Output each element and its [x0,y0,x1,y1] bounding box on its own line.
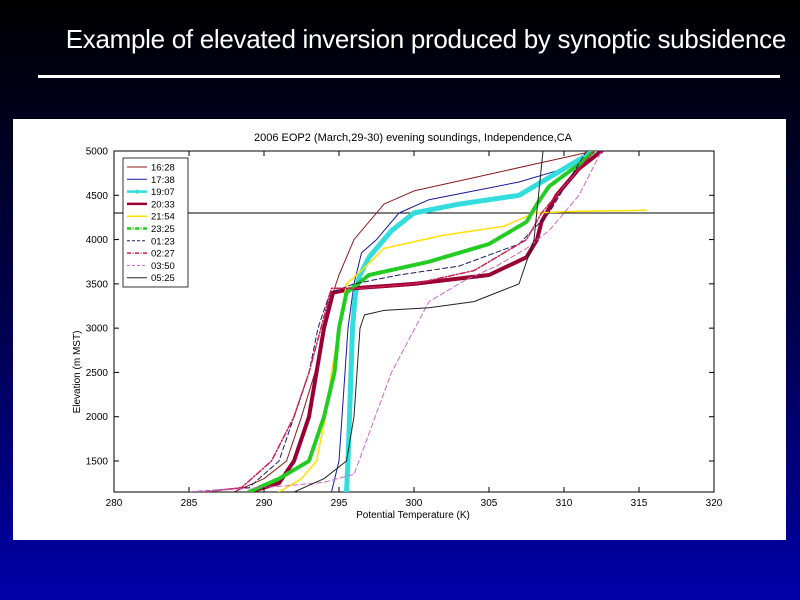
axis-ticks: 280 285 290 295 300 305 310 315 320 1500 2000 2500 3… [86,147,723,510]
slide-title: Example of elevated inversion produced b… [65,24,787,54]
legend-label: 19:07 [151,187,175,198]
legend-label: 05:25 [151,273,175,284]
legend-label: 17:38 [151,175,175,186]
figure-panel: 2006 EOP2 (March,29-30) evening sounding… [13,119,786,540]
series-line-0350 [188,151,602,492]
x-tick-label: 280 [106,498,123,509]
legend-marker [135,189,139,194]
x-tick-label: 295 [331,498,348,509]
y-axis-label: Elevation (m MST) [72,331,83,414]
x-tick-label: 310 [556,498,573,509]
y-tick-label: 2500 [86,368,109,379]
legend-label: 03:50 [151,261,175,272]
y-tick-label: 4000 [86,235,109,246]
x-axis-label: Potential Temperature (K) [356,510,470,521]
plot-area [113,150,715,493]
series-line-0227 [203,151,595,492]
series-line-1907 [344,151,597,492]
plot-frame [113,150,715,493]
x-tick-label: 290 [256,498,273,509]
legend-label: 23:25 [151,224,175,235]
sounding-chart: 2006 EOP2 (March,29-30) evening sounding… [72,132,723,521]
legend-label: 16:28 [151,163,175,174]
y-tick-label: 3500 [86,279,109,290]
x-tick-label: 315 [631,498,648,509]
x-tick-label: 320 [706,498,723,509]
series-line-2325 [247,151,596,492]
x-tick-label: 285 [181,498,198,509]
legend-label: 02:27 [151,249,175,260]
x-tick-label: 300 [406,498,423,509]
y-tick-label: 2000 [86,412,109,423]
y-tick-label: 5000 [86,147,109,158]
chart-title: 2006 EOP2 (March,29-30) evening sounding… [254,132,573,144]
series-line-1738 [331,151,595,492]
y-tick-label: 4500 [86,191,109,202]
series-layer [188,151,648,492]
title-divider [38,75,780,78]
legend-label: 21:54 [151,212,175,223]
series-line-0525 [293,151,544,492]
y-tick-label: 1500 [86,457,109,468]
y-tick-label: 3000 [86,324,109,335]
legend-label: 20:33 [151,199,175,210]
legend-label: 01:23 [151,236,175,247]
x-tick-label: 305 [481,498,498,509]
